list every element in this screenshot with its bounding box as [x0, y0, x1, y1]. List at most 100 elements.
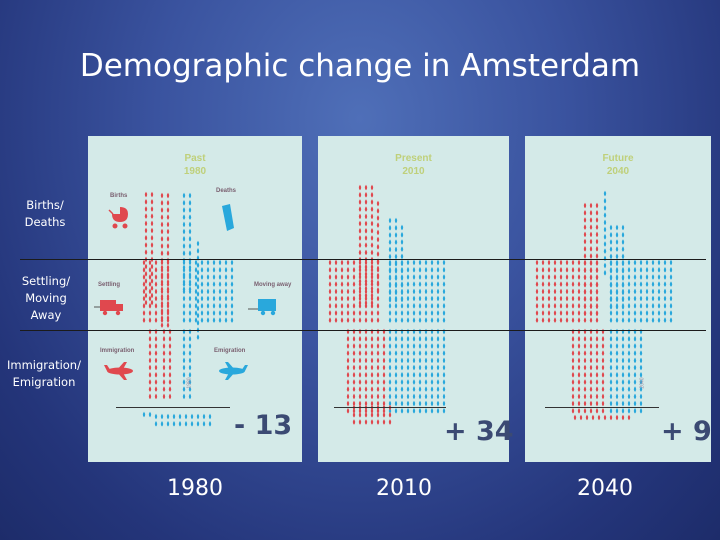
births-label: Births	[110, 193, 128, 199]
population-dot	[182, 379, 186, 385]
population-dot	[541, 274, 545, 280]
population-dot	[370, 249, 374, 256]
population-dot	[206, 317, 210, 323]
population-dot	[577, 393, 581, 400]
population-dot	[388, 379, 392, 385]
population-dot	[370, 350, 374, 356]
population-dot	[400, 357, 404, 364]
population-dot	[412, 357, 416, 364]
population-dot	[418, 274, 422, 280]
population-dot	[589, 202, 593, 209]
population-dot	[376, 295, 380, 302]
population-dot	[583, 295, 587, 302]
population-dot	[651, 274, 655, 280]
population-dot	[577, 350, 581, 356]
year-caption-2010: 2010	[376, 476, 432, 501]
population-dot	[150, 206, 154, 212]
population-dot	[364, 317, 368, 323]
population-dot	[200, 310, 204, 316]
population-dot	[154, 310, 158, 316]
population-dot	[406, 288, 410, 295]
population-dot	[424, 357, 428, 364]
population-dot	[609, 232, 613, 238]
population-dot	[609, 408, 613, 414]
population-dot	[627, 295, 631, 302]
population-dot	[615, 274, 619, 280]
population-dot	[196, 269, 200, 276]
population-dot	[412, 281, 416, 287]
population-dot	[406, 267, 410, 273]
population-dot	[352, 379, 356, 385]
population-dot	[559, 267, 563, 273]
population-dot	[190, 413, 194, 420]
population-dot	[663, 310, 667, 316]
population-dot	[595, 295, 599, 302]
population-dot	[609, 310, 613, 316]
population-dot	[382, 343, 386, 349]
population-dot	[553, 259, 557, 266]
population-dot	[346, 393, 350, 400]
population-dot	[436, 274, 440, 280]
population-dot	[577, 267, 581, 273]
population-dot	[436, 303, 440, 309]
population-dot	[148, 267, 152, 273]
population-dot	[595, 267, 599, 273]
population-dot	[150, 249, 154, 255]
population-dot	[547, 267, 551, 273]
population-dot	[559, 288, 563, 295]
population-dot	[166, 200, 170, 206]
population-dot	[166, 310, 170, 316]
population-dot	[388, 419, 392, 425]
population-dot	[144, 199, 148, 205]
population-dot	[160, 317, 164, 323]
population-dot	[589, 393, 593, 400]
population-dot	[603, 205, 607, 211]
population-dot	[166, 322, 170, 328]
population-dot	[358, 199, 362, 205]
population-dot	[406, 317, 410, 323]
population-dot	[218, 303, 222, 309]
population-dot	[394, 379, 398, 385]
population-dot	[388, 412, 392, 418]
population-dot	[388, 259, 392, 266]
population-dot	[535, 267, 539, 273]
population-dot	[358, 281, 362, 287]
population-dot	[615, 336, 619, 342]
population-dot	[615, 259, 619, 266]
population-dot	[400, 336, 404, 342]
population-dot	[188, 357, 192, 364]
population-dot	[388, 310, 392, 316]
population-dot	[645, 295, 649, 302]
population-dot	[418, 364, 422, 371]
population-dot	[424, 295, 428, 302]
population-dot	[436, 281, 440, 287]
population-dot	[412, 343, 416, 349]
population-dot	[388, 317, 392, 323]
population-dot	[394, 253, 398, 260]
population-dot	[571, 310, 575, 316]
population-dot	[150, 242, 154, 248]
population-dot	[148, 303, 152, 309]
population-dot	[615, 295, 619, 302]
population-dot	[609, 393, 613, 400]
population-dot	[394, 274, 398, 280]
population-dot	[182, 250, 186, 256]
population-dot	[621, 246, 625, 252]
population-dot	[364, 206, 368, 212]
population-dot	[615, 364, 619, 371]
divider-lower	[20, 330, 706, 331]
population-dot	[669, 274, 673, 280]
population-dot	[160, 274, 164, 280]
population-dot	[218, 310, 222, 316]
population-dots-present	[328, 184, 446, 425]
population-dot	[148, 350, 152, 356]
population-dot	[394, 364, 398, 371]
population-dot	[376, 412, 380, 418]
population-dot	[418, 295, 422, 302]
population-dot	[142, 411, 146, 418]
population-dot	[188, 281, 192, 287]
population-dot	[571, 386, 575, 392]
population-dot	[621, 259, 625, 266]
population-dot	[148, 317, 152, 323]
population-dot	[352, 357, 356, 364]
